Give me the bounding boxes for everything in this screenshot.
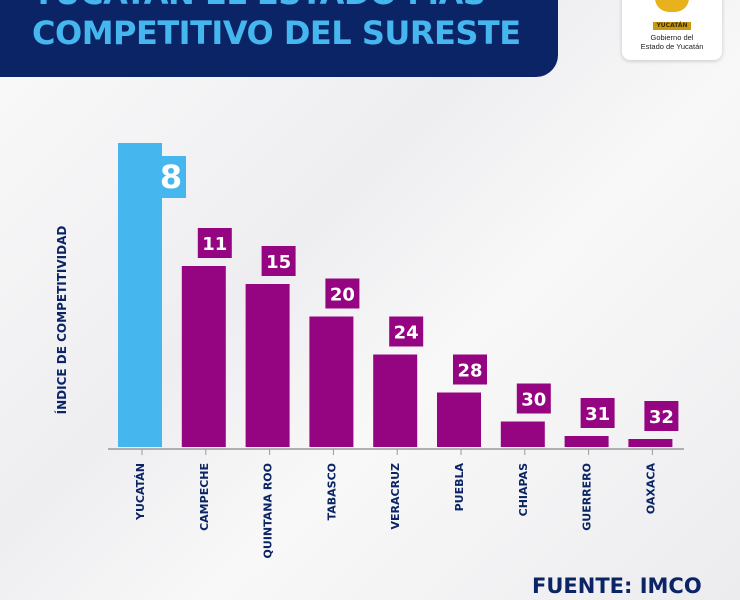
logo-text-1: Gobierno del [650,33,694,42]
x-tick-label: QUINTANA ROO [262,463,275,558]
bar [564,436,609,447]
bar [309,316,354,447]
seal-text: YUCATÁN [653,22,691,30]
data-label: 32 [649,407,674,428]
x-tick-label: CHIAPAS [517,463,530,516]
bar [437,392,481,447]
bar [500,421,545,447]
x-tick-label: GUERRERO [581,463,594,531]
title-line-1: YUCATÁN EL ESTADO MÁS [32,0,486,10]
title-line-2: COMPETITIVO DEL SURESTE [32,14,521,52]
x-tick-label: TABASCO [325,463,338,520]
data-label-box [516,383,551,414]
bar [245,284,290,447]
x-tick-label: VERACRUZ [389,463,402,529]
title-banner: YUCATÁN EL ESTADO MÁS COMPETITIVO DEL SU… [0,0,558,77]
bar [118,143,162,447]
bar [628,439,673,447]
data-label-box [261,246,296,276]
data-label: 20 [330,285,355,306]
data-label-box [389,316,424,347]
data-label-box [156,156,186,198]
data-label: 24 [394,323,419,344]
data-label: 30 [521,390,546,411]
data-label: 15 [266,252,291,273]
logo-text-2: Estado de Yucatán [640,42,704,51]
data-label-box [644,401,679,431]
data-label: 11 [202,234,227,255]
x-tick-label: CAMPECHE [198,463,211,531]
seal-icon [655,0,689,12]
data-label-box [325,278,360,309]
data-label: 8 [160,158,182,196]
data-label-box [197,228,232,258]
x-tick-label: OAXACA [644,463,657,515]
bar [181,266,226,447]
data-label-box [453,354,487,385]
bar [373,354,418,447]
government-logo: YUCATÁN Gobierno del Estado de Yucatán [622,0,722,60]
data-label-box [580,398,615,428]
x-tick-label: YUCATÁN [134,463,147,521]
x-tick-label: PUEBLA [453,463,466,512]
data-label: 31 [585,404,610,425]
data-label: 28 [457,361,482,382]
source-label: FUENTE: IMCO [532,574,702,598]
